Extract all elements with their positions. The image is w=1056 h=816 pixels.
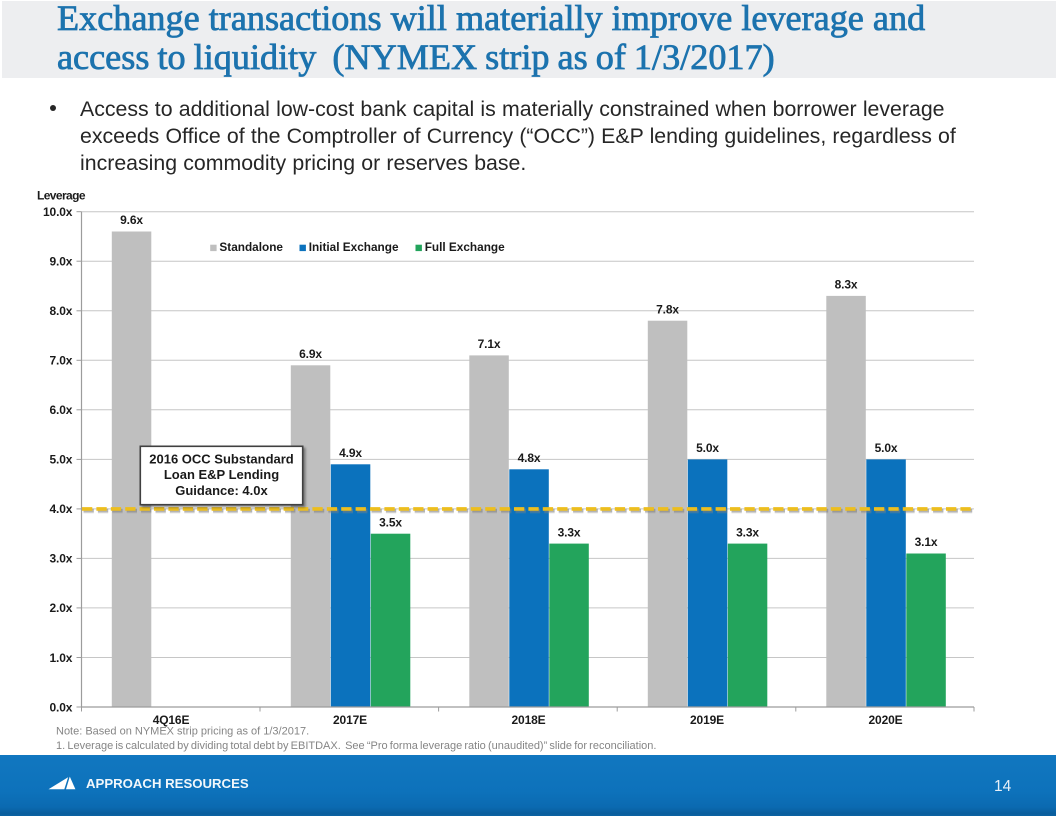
svg-text:4.8x: 4.8x (518, 451, 541, 465)
svg-text:8.0x: 8.0x (50, 304, 73, 318)
svg-text:Full Exchange: Full Exchange (425, 240, 505, 254)
svg-text:Note: Based on NYMEX strip pri: Note: Based on NYMEX strip pricing as of… (56, 725, 309, 737)
svg-text:9.6x: 9.6x (120, 213, 143, 227)
svg-text:Standalone: Standalone (219, 240, 283, 254)
svg-text:Initial Exchange: Initial Exchange (309, 240, 399, 254)
svg-text:2020E: 2020E (869, 713, 903, 727)
svg-text:3.3x: 3.3x (736, 525, 759, 539)
svg-text:1. Leverage is calculated by d: 1. Leverage is calculated by dividing to… (56, 740, 656, 752)
svg-text:3.0x: 3.0x (50, 552, 73, 566)
svg-text:4.0x: 4.0x (50, 502, 73, 516)
svg-text:Leverage: Leverage (37, 188, 86, 202)
svg-text:1.0x: 1.0x (50, 651, 73, 665)
svg-text:5.0x: 5.0x (696, 441, 719, 455)
svg-text:5.0x: 5.0x (50, 453, 73, 467)
svg-text:0.0x: 0.0x (50, 700, 73, 714)
svg-text:10.0x: 10.0x (43, 205, 73, 219)
svg-text:3.1x: 3.1x (915, 535, 938, 549)
svg-text:2018E: 2018E (512, 713, 546, 727)
svg-text:2016 OCC Substandard: 2016 OCC Substandard (149, 451, 294, 466)
svg-text:3.3x: 3.3x (558, 525, 581, 539)
svg-text:9.0x: 9.0x (50, 255, 73, 269)
svg-text:Guidance: 4.0x: Guidance: 4.0x (175, 483, 268, 498)
svg-text:7.8x: 7.8x (656, 302, 679, 316)
svg-text:8.3x: 8.3x (835, 278, 858, 292)
svg-text:2017E: 2017E (333, 713, 367, 727)
svg-text:2.0x: 2.0x (50, 601, 73, 615)
svg-text:7.0x: 7.0x (50, 354, 73, 368)
svg-text:2019E: 2019E (690, 713, 724, 727)
svg-text:3.5x: 3.5x (379, 515, 402, 529)
svg-text:4.9x: 4.9x (339, 446, 362, 460)
svg-text:7.1x: 7.1x (478, 337, 501, 351)
svg-text:4Q16E: 4Q16E (153, 713, 190, 727)
svg-text:Loan E&P Lending: Loan E&P Lending (164, 467, 279, 482)
svg-text:6.9x: 6.9x (299, 347, 322, 361)
svg-text:5.0x: 5.0x (875, 441, 898, 455)
svg-text:6.0x: 6.0x (50, 403, 73, 417)
